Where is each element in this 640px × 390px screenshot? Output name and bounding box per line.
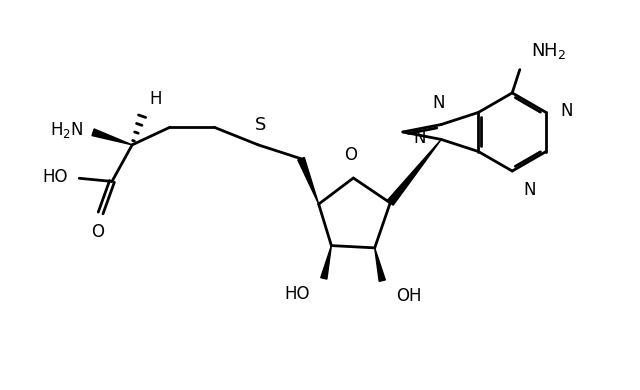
Text: H$_2$N: H$_2$N xyxy=(50,120,84,140)
Text: N: N xyxy=(433,94,445,112)
Text: HO: HO xyxy=(284,285,310,303)
Polygon shape xyxy=(92,129,132,145)
Text: N: N xyxy=(560,102,572,120)
Text: HO: HO xyxy=(42,168,68,186)
Text: H: H xyxy=(150,90,163,108)
Polygon shape xyxy=(374,248,385,281)
Text: O: O xyxy=(344,146,357,164)
Text: NH$_2$: NH$_2$ xyxy=(531,41,566,61)
Polygon shape xyxy=(387,140,441,205)
Text: N: N xyxy=(413,129,426,147)
Text: O: O xyxy=(92,223,104,241)
Polygon shape xyxy=(321,246,332,279)
Text: S: S xyxy=(255,115,266,133)
Text: OH: OH xyxy=(396,287,422,305)
Polygon shape xyxy=(298,158,319,204)
Text: N: N xyxy=(524,181,536,199)
